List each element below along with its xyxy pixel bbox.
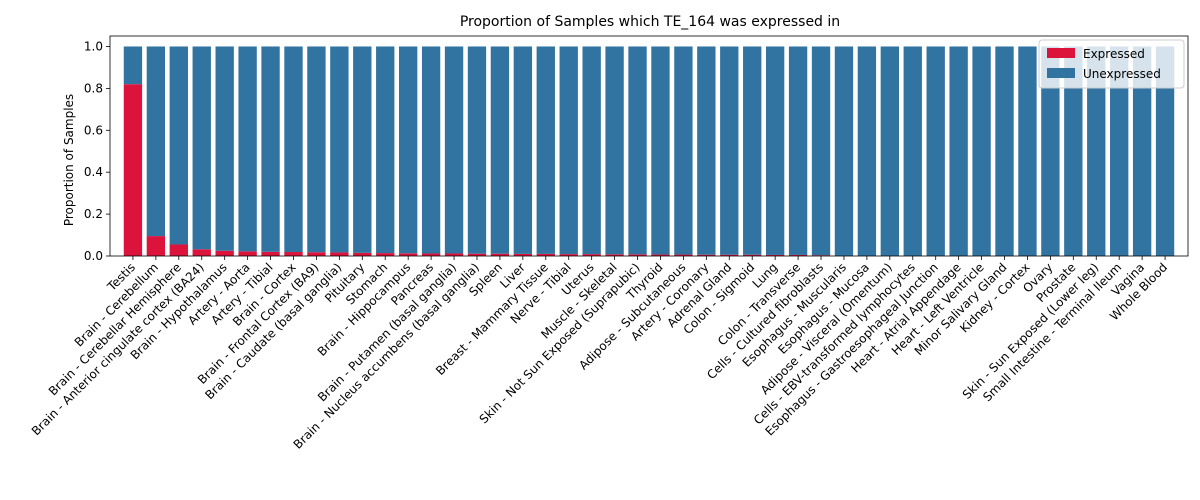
bar-expressed-5 [238, 251, 257, 256]
bar-expressed-27 [743, 254, 762, 256]
bar-expressed-1 [146, 236, 166, 256]
bar-unexpressed-0 [123, 46, 143, 85]
bar-unexpressed-38 [995, 46, 1014, 256]
legend-swatch-unexpressed [1047, 68, 1075, 78]
bar-unexpressed-26 [720, 46, 739, 255]
bar-expressed-23 [651, 254, 670, 256]
bar-expressed-29 [788, 254, 808, 256]
bar-unexpressed-27 [743, 46, 762, 255]
bar-expressed-25 [697, 254, 716, 256]
bar-unexpressed-18 [536, 46, 555, 254]
bar-unexpressed-11 [376, 46, 395, 254]
bar-unexpressed-14 [444, 46, 464, 254]
bar-unexpressed-31 [834, 46, 854, 256]
legend-label-unexpressed: Unexpressed [1083, 67, 1161, 81]
bar-unexpressed-40 [1041, 46, 1060, 256]
bar-unexpressed-4 [215, 46, 234, 251]
bar-expressed-2 [169, 244, 188, 256]
bar-unexpressed-25 [697, 46, 716, 255]
y-tick-label: 0.6 [84, 123, 103, 137]
bar-unexpressed-36 [949, 46, 968, 256]
bars-group [123, 46, 1175, 256]
legend-box [1038, 39, 1185, 89]
bar-unexpressed-42 [1087, 46, 1106, 256]
bar-expressed-8 [307, 252, 326, 256]
bar-unexpressed-20 [582, 46, 601, 255]
y-tick-label: 0.0 [84, 249, 103, 263]
bar-expressed-11 [376, 253, 395, 256]
bar-expressed-10 [353, 252, 372, 256]
bar-expressed-13 [421, 253, 441, 256]
bar-expressed-24 [674, 254, 693, 256]
bar-unexpressed-9 [330, 46, 349, 253]
bar-unexpressed-43 [1110, 46, 1129, 256]
bar-unexpressed-8 [307, 46, 326, 253]
legend-swatch-expressed [1047, 48, 1075, 58]
bar-expressed-4 [215, 250, 234, 256]
bar-unexpressed-32 [857, 46, 877, 256]
bar-unexpressed-35 [926, 46, 945, 256]
bar-expressed-21 [605, 254, 624, 256]
bar-unexpressed-30 [811, 46, 831, 256]
bar-unexpressed-21 [605, 46, 624, 255]
bar-expressed-22 [628, 254, 647, 256]
bar-unexpressed-6 [261, 46, 280, 252]
legend: Expressed Unexpressed [1038, 39, 1185, 89]
bar-unexpressed-17 [513, 46, 533, 254]
bar-unexpressed-16 [490, 46, 510, 254]
y-tick-label: 0.2 [84, 207, 103, 221]
y-tick-label: 0.8 [84, 81, 103, 95]
bar-unexpressed-45 [1155, 46, 1175, 256]
bar-expressed-14 [444, 253, 464, 256]
bar-unexpressed-12 [398, 46, 418, 254]
bar-unexpressed-24 [674, 46, 693, 255]
bar-unexpressed-39 [1018, 46, 1037, 256]
bar-unexpressed-34 [903, 46, 922, 256]
bar-unexpressed-10 [353, 46, 372, 253]
bar-unexpressed-7 [284, 46, 303, 253]
bar-unexpressed-5 [238, 46, 257, 252]
bar-expressed-20 [582, 254, 601, 256]
y-tick-label: 0.4 [84, 165, 103, 179]
bar-unexpressed-22 [628, 46, 647, 255]
bar-unexpressed-19 [559, 46, 578, 255]
bar-expressed-18 [536, 253, 555, 256]
bar-unexpressed-23 [651, 46, 670, 255]
bar-expressed-19 [559, 254, 578, 256]
bar-unexpressed-33 [880, 46, 900, 256]
bar-expressed-30 [811, 255, 831, 256]
bar-expressed-15 [467, 253, 487, 256]
bar-unexpressed-44 [1132, 46, 1152, 256]
bar-unexpressed-41 [1064, 46, 1083, 256]
bar-expressed-17 [513, 253, 533, 256]
bar-unexpressed-3 [192, 46, 211, 250]
bar-unexpressed-37 [972, 46, 991, 256]
bar-expressed-26 [720, 254, 739, 256]
legend-label-expressed: Expressed [1083, 47, 1145, 61]
bar-expressed-12 [398, 253, 418, 256]
bar-expressed-28 [765, 254, 785, 256]
bar-unexpressed-13 [421, 46, 441, 254]
plot-frame [109, 35, 1189, 257]
bar-expressed-3 [192, 249, 211, 256]
bar-unexpressed-2 [169, 46, 188, 245]
bar-expressed-7 [284, 252, 303, 256]
bar-expressed-9 [330, 252, 349, 256]
bar-unexpressed-15 [467, 46, 487, 254]
bar-expressed-0 [123, 84, 143, 256]
chart-title: Proportion of Samples which TE_164 was e… [460, 14, 840, 30]
bar-unexpressed-29 [788, 46, 808, 255]
y-tick-label: 1.0 [84, 39, 103, 53]
bar-unexpressed-1 [146, 46, 166, 237]
bar-unexpressed-28 [765, 46, 785, 255]
y-axis-label: Proportion of Samples [62, 94, 76, 226]
bar-expressed-6 [261, 251, 280, 256]
bar-expressed-16 [490, 253, 510, 256]
y-ticks-group: 0.0 0.2 0.4 0.6 0.8 1.0 [84, 39, 110, 263]
